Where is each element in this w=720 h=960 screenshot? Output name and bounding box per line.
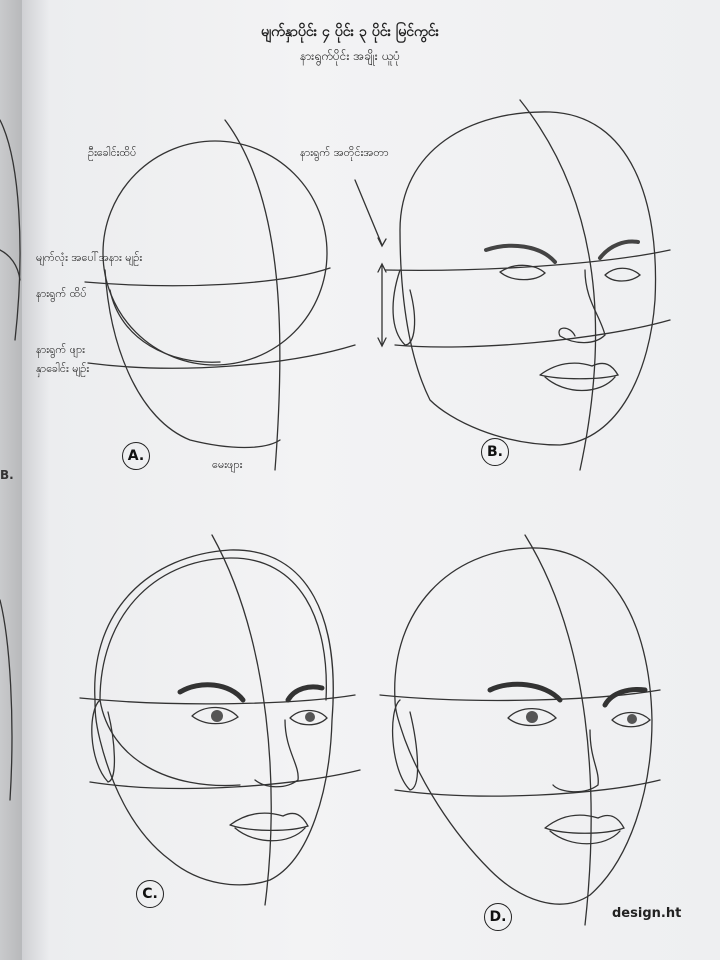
watermark-brand: design.ht	[612, 906, 682, 921]
label-ear-top: နားရွက် ထိပ်	[36, 287, 87, 300]
figure-d-face	[379, 534, 661, 926]
label-chin: မေးဖျား	[212, 458, 243, 471]
book-page	[22, 0, 720, 960]
page-subtitle: နားရွက်ပိုင်း အချိုး ယူပုံ	[300, 49, 400, 63]
previous-page-figure-label: B.	[0, 468, 14, 482]
figure-a-construction	[84, 119, 356, 471]
figure-b-face	[354, 99, 671, 471]
figure-c-badge: C.	[136, 880, 164, 908]
left-page-partial-drawing	[0, 119, 21, 801]
figure-a-badge: A.	[122, 442, 150, 470]
label-head-top: ဦးခေါင်းထိပ်	[88, 146, 137, 159]
figure-d-badge: D.	[484, 903, 512, 931]
page-title: မျက်နှာပိုင်း ၄ ပိုင်း ၃ ပိုင်း မြင်ကွင်…	[260, 24, 440, 40]
figure-b-badge: B.	[481, 438, 509, 466]
label-nose-line: နှာခေါင်း မျဉ်း	[36, 362, 90, 375]
label-eye-line: မျက်လုံး အပေါ်အနား မျဉ်း	[36, 251, 143, 264]
figure-c-face	[79, 534, 361, 906]
label-ear-bottom: နားရွက် ဖျား	[36, 343, 85, 356]
label-ear-measure: နားရွက် အတိုင်းအတာ	[300, 146, 389, 159]
left-page-edge	[0, 0, 22, 960]
